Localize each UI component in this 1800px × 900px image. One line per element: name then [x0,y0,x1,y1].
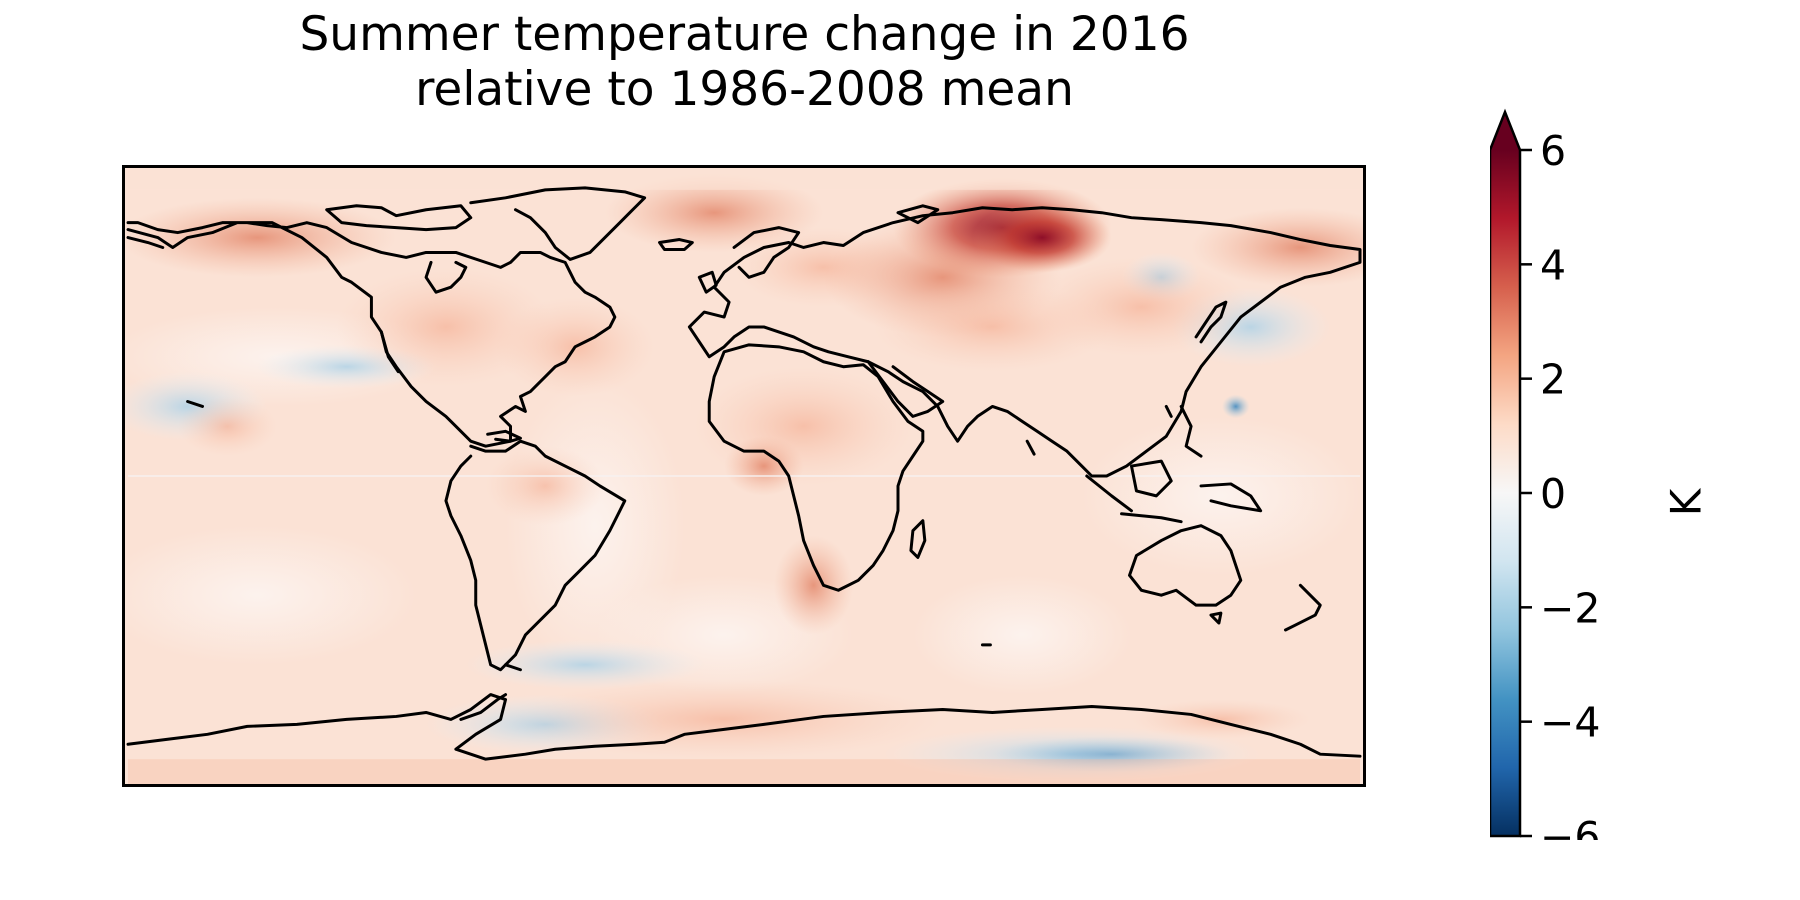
colorbar-ticks: 6 4 2 0 −2 −4 −6 [1520,127,1600,840]
coastline-antarctic-peninsula [459,693,508,721]
coastline-sumatra [1085,474,1133,513]
temperature-anomaly-map [125,168,1363,784]
coastline-scandinavia [732,226,801,279]
colorbar-tick-label: 6 [1540,127,1566,175]
coastline-australia [1128,524,1243,607]
coastline-madagascar [909,519,927,559]
coastline-japan [1194,300,1228,344]
coastline-south-america [444,439,627,672]
coastline-borneo [1129,459,1173,498]
coastline-aleutians [126,236,165,249]
coastline-java [1120,512,1183,524]
map-panel [122,165,1366,787]
coastline-cuba [486,429,522,443]
coastline-british-isles [697,270,718,294]
colorbar-tick-label: 4 [1540,241,1566,289]
colorbar-tick-label: −4 [1540,699,1600,747]
coastline-hawaii [186,399,205,408]
colorbar: 6 4 2 0 −2 −4 −6 [1490,108,1600,840]
coastline-novaya-zemlya [896,204,940,225]
coastline-philippines [1179,404,1203,458]
coastline-north-america [126,221,617,448]
coastline-hudson-bay [424,260,468,294]
colorbar-extend-max [1490,112,1520,150]
coastline-sri-lanka [1025,439,1036,456]
anomaly-blobs [125,168,1363,784]
coastlines [126,186,1362,761]
coastline-antarctica [126,693,1362,761]
colorbar-tick-label: −6 [1540,813,1600,840]
coastline-arctic-islands [325,204,473,232]
colorbar-label: K [1661,488,1711,517]
colorbar-tick-label: −2 [1540,584,1600,632]
coastline-tierra-del-fuego [504,663,522,672]
coastline-new-zealand [1283,583,1322,632]
coastline-baja [379,330,400,374]
coastline-africa [707,343,925,592]
coastline-tasmania [1209,611,1223,625]
coastline-taiwan [1164,404,1173,418]
chart-title-line-1: Summer temperature change in 2016 [299,7,1190,62]
coastline-arabia [866,360,945,418]
coastline-new-guinea [1199,482,1263,513]
colorbar-tick-label: 2 [1540,356,1566,404]
colorbar-gradient [1490,150,1520,836]
coastline-greenland [469,186,647,261]
coastline-iceland [658,238,694,251]
chart-title-line-2: relative to 1986-2008 mean [415,62,1074,117]
colorbar-tick-label: 0 [1540,470,1566,518]
coastline-eurasia [687,206,1362,478]
